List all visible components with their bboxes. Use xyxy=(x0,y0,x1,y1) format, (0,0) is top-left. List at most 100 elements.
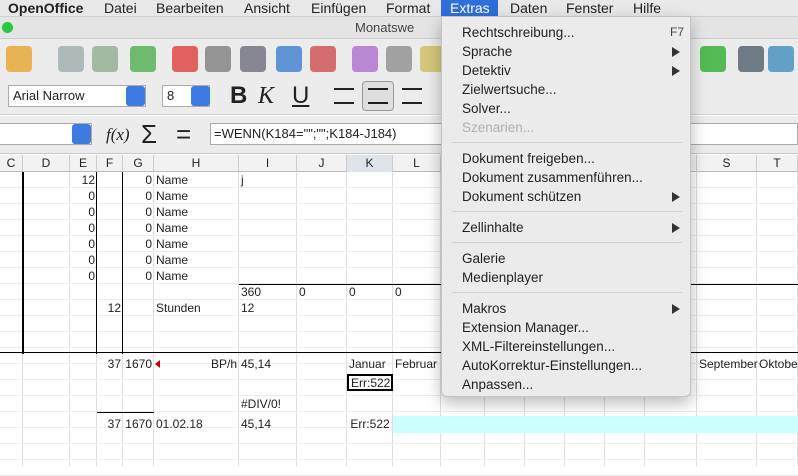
toolbar-icon[interactable] xyxy=(738,46,764,72)
menu-entry[interactable]: Dokument freigeben... xyxy=(462,151,595,166)
column-header[interactable]: H xyxy=(154,155,239,172)
menu-entry[interactable]: Zellinhalte xyxy=(462,220,524,235)
menu-item[interactable]: Datei xyxy=(104,0,137,16)
menu-entry[interactable]: AutoKorrektur-Einstellungen... xyxy=(462,358,643,373)
cell[interactable]: 0 xyxy=(88,237,95,251)
format-button[interactable]: K xyxy=(258,83,275,109)
menu-item[interactable]: Format xyxy=(386,0,431,16)
menu-item[interactable]: Einfügen xyxy=(311,0,367,16)
font-dropdown[interactable] xyxy=(126,86,145,106)
format-button[interactable]: U xyxy=(292,82,310,109)
cell[interactable]: 45,14 xyxy=(241,357,272,371)
cell[interactable]: 12 xyxy=(241,301,255,315)
cell[interactable]: BP/h xyxy=(210,357,237,371)
cell[interactable]: 0 xyxy=(145,221,152,235)
cell[interactable]: 0 xyxy=(299,285,306,299)
column-header[interactable]: S xyxy=(697,155,757,172)
cell[interactable]: 01.02.18 xyxy=(156,417,203,431)
cell[interactable]: 0 xyxy=(349,285,356,299)
toolbar-icon[interactable] xyxy=(205,46,231,72)
column-header[interactable]: J xyxy=(297,155,347,172)
toolbar-icon[interactable] xyxy=(700,46,726,72)
function-button[interactable]: f(x) xyxy=(106,125,130,144)
menu-entry[interactable]: Medienplayer xyxy=(462,270,544,285)
cell[interactable]: 0 xyxy=(88,221,95,235)
menu-entry[interactable]: Zielwertsuche... xyxy=(462,82,557,97)
cell[interactable]: Februar xyxy=(395,357,438,371)
cell[interactable]: 12 xyxy=(81,173,95,187)
toolbar-icon[interactable] xyxy=(6,46,32,72)
cell[interactable]: 37 xyxy=(107,417,121,431)
equals-button[interactable]: = xyxy=(176,119,192,149)
toolbar-icon[interactable] xyxy=(130,46,156,72)
column-header[interactable]: C xyxy=(0,155,23,172)
cell[interactable]: 360 xyxy=(241,285,262,299)
toolbar-icon[interactable] xyxy=(58,46,84,72)
menu-entry[interactable]: XML-Filtereinstellungen... xyxy=(462,339,616,354)
toolbar-icon[interactable] xyxy=(386,46,412,72)
column-header[interactable]: I xyxy=(239,155,297,172)
cell[interactable]: 12 xyxy=(107,301,121,315)
cell[interactable]: #DIV/0! xyxy=(241,397,282,411)
cell[interactable]: Name xyxy=(156,221,189,235)
cell[interactable]: 0 xyxy=(88,269,95,283)
cell[interactable]: 0 xyxy=(145,173,152,187)
menu-entry[interactable]: Detektiv xyxy=(462,63,511,78)
cell[interactable]: Err:522 xyxy=(350,417,390,431)
menu-item[interactable]: Fenster xyxy=(566,0,614,16)
toolbar-icon[interactable] xyxy=(172,46,198,72)
menu-item[interactable]: Extras xyxy=(450,0,490,16)
cell[interactable]: Name xyxy=(156,173,189,187)
cell[interactable]: Name xyxy=(156,205,189,219)
menu-entry[interactable]: Sprache xyxy=(462,44,513,59)
menu-entry[interactable]: Anpassen... xyxy=(462,377,534,392)
menu-item[interactable]: Daten xyxy=(510,0,548,16)
cell[interactable]: j xyxy=(241,173,244,187)
column-header[interactable]: G xyxy=(123,155,154,172)
menu-entry[interactable]: Galerie xyxy=(462,251,506,266)
cell[interactable]: 0 xyxy=(395,285,402,299)
window-button[interactable] xyxy=(2,22,13,33)
format-button[interactable]: B xyxy=(230,82,248,109)
toolbar-icon[interactable] xyxy=(352,46,378,72)
cell[interactable]: 45,14 xyxy=(241,417,272,431)
cell[interactable]: 0 xyxy=(145,237,152,251)
menu-entry[interactable]: Dokument zusammenführen... xyxy=(462,170,643,185)
cell[interactable]: 0 xyxy=(88,189,95,203)
cell[interactable]: Name xyxy=(156,269,189,283)
cell[interactable]: Name xyxy=(156,253,189,267)
menu-item[interactable]: Ansicht xyxy=(244,0,290,16)
cell[interactable]: Oktober xyxy=(759,357,798,371)
toolbar-icon[interactable] xyxy=(310,46,336,72)
menu-entry[interactable]: Dokument schützen xyxy=(462,189,582,204)
toolbar-icon[interactable] xyxy=(768,46,794,72)
name-box-dropdown[interactable] xyxy=(72,124,91,144)
cell[interactable]: Name xyxy=(156,237,189,251)
menu-item[interactable]: Bearbeiten xyxy=(156,0,224,16)
menu-entry[interactable]: Makros xyxy=(462,301,507,316)
name-box[interactable] xyxy=(0,123,92,145)
cell[interactable]: 0 xyxy=(145,269,152,283)
font-box[interactable]: Arial Narrow xyxy=(8,85,146,107)
menu-item[interactable]: Hilfe xyxy=(633,0,662,16)
toolbar-icon[interactable] xyxy=(240,46,266,72)
menu-entry[interactable]: Rechtschreibung... xyxy=(462,25,575,40)
column-header[interactable]: F xyxy=(97,155,123,172)
cell[interactable]: September xyxy=(699,357,758,371)
column-header[interactable]: T xyxy=(757,155,798,172)
menu-entry[interactable]: Solver... xyxy=(462,101,511,116)
toolbar-icon[interactable] xyxy=(92,46,118,72)
size-dropdown[interactable] xyxy=(191,86,210,106)
cell[interactable]: Name xyxy=(156,189,189,203)
cell[interactable]: 0 xyxy=(88,205,95,219)
cell[interactable]: 37 xyxy=(107,357,121,371)
menu-entry[interactable]: Extension Manager... xyxy=(462,320,589,335)
cell[interactable]: 1670 xyxy=(125,357,152,371)
column-header[interactable]: D xyxy=(23,155,70,172)
cell[interactable]: Stunden xyxy=(156,301,201,315)
align-button[interactable] xyxy=(402,88,422,104)
column-header[interactable]: E xyxy=(70,155,97,172)
cell[interactable]: 0 xyxy=(145,205,152,219)
column-header[interactable]: K xyxy=(347,155,393,172)
column-header[interactable]: L xyxy=(393,155,441,172)
